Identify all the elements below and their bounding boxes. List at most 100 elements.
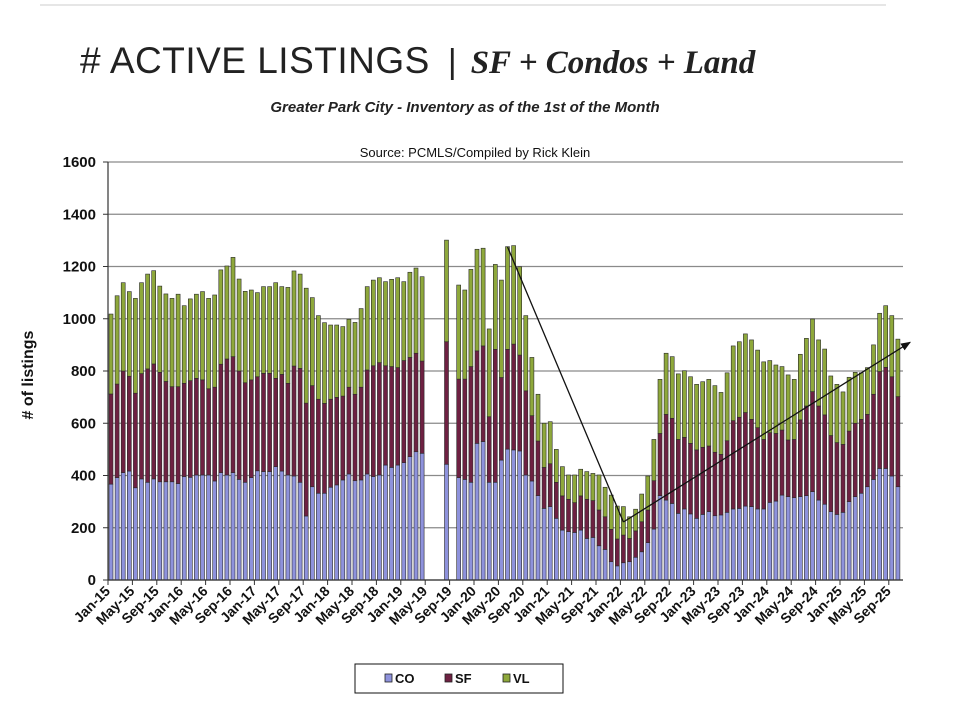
bar-vl xyxy=(249,289,254,381)
bar-co xyxy=(596,545,602,581)
bar-sf xyxy=(602,516,608,550)
bar-sf xyxy=(791,439,797,499)
bar-sf xyxy=(712,451,718,517)
bar-sf xyxy=(858,419,864,494)
legend: CO SF VL xyxy=(354,663,564,694)
bar-co xyxy=(303,515,309,581)
bar-co xyxy=(267,471,272,581)
bar-vl xyxy=(871,344,876,395)
bar-vl xyxy=(883,305,889,368)
bar-co xyxy=(547,506,553,581)
bar-co xyxy=(133,487,138,581)
bar-vl xyxy=(706,379,712,447)
bar-co xyxy=(810,491,815,581)
bar-sf xyxy=(261,373,266,472)
bar-co xyxy=(218,472,224,581)
bar-sf xyxy=(157,372,163,483)
bar-sf xyxy=(370,365,376,477)
bar-vl xyxy=(730,345,736,421)
bar-sf xyxy=(718,454,724,516)
bar-sf xyxy=(218,363,224,473)
bar-vl xyxy=(127,291,132,377)
bar-vl xyxy=(608,494,614,530)
bar-co xyxy=(230,472,236,581)
bar-co xyxy=(895,486,901,581)
bar-vl xyxy=(852,372,858,424)
bar-sf xyxy=(663,414,669,501)
bar-co xyxy=(761,508,767,581)
bar-co xyxy=(797,496,803,581)
bar-vl xyxy=(749,339,754,420)
bar-co xyxy=(523,474,529,581)
bar-co xyxy=(249,477,254,581)
bar-vl xyxy=(736,341,742,418)
bar-sf xyxy=(657,433,663,496)
bar-sf xyxy=(352,393,358,482)
bar-sf xyxy=(724,440,730,513)
bar-vl xyxy=(370,279,376,367)
bar-sf xyxy=(480,345,486,442)
bar-vl xyxy=(120,282,126,372)
bar-sf xyxy=(511,343,516,451)
bar-vl xyxy=(242,291,248,384)
bar-vl xyxy=(175,293,181,387)
bar-vl xyxy=(322,322,327,404)
bar-sf xyxy=(785,439,791,497)
bar-vl xyxy=(633,508,638,532)
bar-sf xyxy=(889,376,895,477)
bar-co xyxy=(127,470,132,581)
bar-vl xyxy=(151,270,156,365)
bar-co xyxy=(242,481,248,581)
bar-sf xyxy=(761,439,767,510)
bar-co xyxy=(749,506,754,581)
bar-co xyxy=(883,468,889,581)
bar-vl xyxy=(840,391,846,445)
bar-sf xyxy=(682,437,687,510)
y-tick-label: 1200 xyxy=(63,259,96,276)
bar-sf xyxy=(194,378,199,476)
bar-co xyxy=(444,463,449,581)
bar-vl xyxy=(718,392,724,455)
bar-vl xyxy=(444,239,449,343)
bar-sf xyxy=(553,481,559,519)
bar-vl xyxy=(462,289,468,380)
bar-vl xyxy=(651,439,657,482)
bar-co xyxy=(718,514,724,581)
title-main: # ACTIVE LISTINGS xyxy=(80,40,430,81)
bar-co xyxy=(407,456,413,581)
bar-co xyxy=(309,486,315,581)
bar-vl xyxy=(291,270,297,367)
y-tick-label: 1400 xyxy=(63,206,96,223)
bar-vl xyxy=(328,324,333,400)
bar-sf xyxy=(108,393,114,485)
bar-vl xyxy=(682,370,687,438)
bar-sf xyxy=(285,382,291,476)
bar-sf xyxy=(273,378,279,467)
bar-vl xyxy=(419,276,425,362)
bar-vl xyxy=(688,376,693,444)
trend-arrow xyxy=(623,341,911,523)
bar-co xyxy=(328,486,333,581)
bar-vl xyxy=(163,293,169,382)
legend-label-vl: VL xyxy=(513,671,530,686)
bar-sf xyxy=(566,498,571,532)
bar-co xyxy=(358,479,364,581)
bar-co xyxy=(145,481,150,581)
bar-vl xyxy=(700,381,706,448)
legend-label-co: CO xyxy=(395,671,415,686)
bar-co xyxy=(395,464,401,581)
bar-sf xyxy=(297,368,303,483)
bar-vl xyxy=(157,285,163,373)
bar-sf xyxy=(200,379,205,476)
bar-vl xyxy=(535,393,541,442)
bar-vl xyxy=(352,322,358,395)
bar-co xyxy=(700,514,706,581)
bar-co xyxy=(663,499,669,581)
bar-co xyxy=(517,450,523,581)
bar-sf xyxy=(279,374,285,472)
bar-vl xyxy=(267,286,272,374)
bar-co xyxy=(846,501,852,581)
y-tick-label: 1600 xyxy=(63,154,96,171)
bar-vl xyxy=(889,315,895,378)
bar-vl xyxy=(743,333,748,413)
